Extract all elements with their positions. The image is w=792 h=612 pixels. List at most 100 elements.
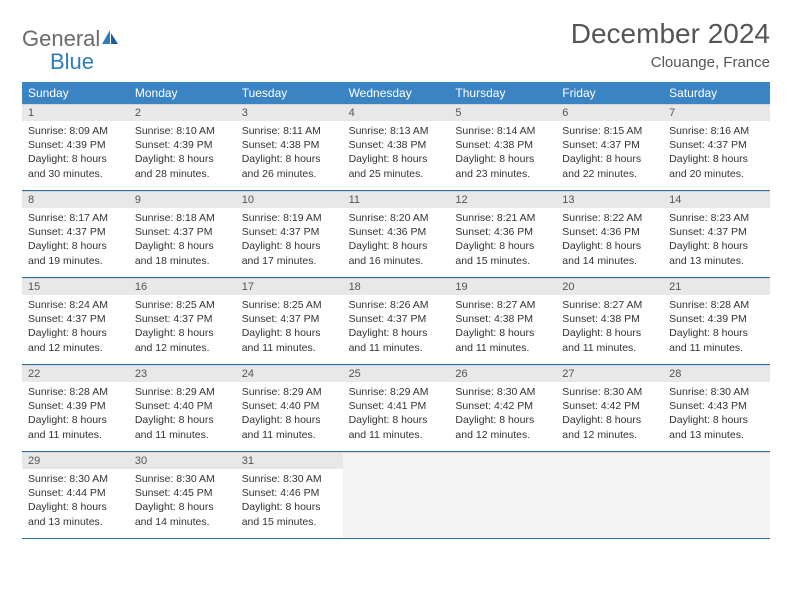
location-label: Clouange, France	[571, 54, 770, 71]
day-body: Sunrise: 8:19 AMSunset: 4:37 PMDaylight:…	[236, 208, 343, 274]
weekday-label: Tuesday	[236, 82, 343, 104]
day-cell: 9Sunrise: 8:18 AMSunset: 4:37 PMDaylight…	[129, 191, 236, 277]
sunrise-text: Sunrise: 8:22 AM	[562, 211, 657, 225]
daylight-text: Daylight: 8 hours and 11 minutes.	[349, 413, 444, 441]
sunrise-text: Sunrise: 8:30 AM	[669, 385, 764, 399]
day-cell: 30Sunrise: 8:30 AMSunset: 4:45 PMDayligh…	[129, 452, 236, 538]
daylight-text: Daylight: 8 hours and 11 minutes.	[455, 326, 550, 354]
sunrise-text: Sunrise: 8:30 AM	[455, 385, 550, 399]
day-number: 23	[129, 365, 236, 382]
day-cell: 7Sunrise: 8:16 AMSunset: 4:37 PMDaylight…	[663, 104, 770, 190]
logo-word-blue: Blue	[22, 49, 94, 74]
sunset-text: Sunset: 4:40 PM	[242, 399, 337, 413]
sunrise-text: Sunrise: 8:27 AM	[455, 298, 550, 312]
sunset-text: Sunset: 4:37 PM	[135, 312, 230, 326]
sunset-text: Sunset: 4:37 PM	[669, 138, 764, 152]
daylight-text: Daylight: 8 hours and 14 minutes.	[562, 239, 657, 267]
day-body: Sunrise: 8:09 AMSunset: 4:39 PMDaylight:…	[22, 121, 129, 187]
day-cell: 21Sunrise: 8:28 AMSunset: 4:39 PMDayligh…	[663, 278, 770, 364]
day-cell: 5Sunrise: 8:14 AMSunset: 4:38 PMDaylight…	[449, 104, 556, 190]
day-number: 22	[22, 365, 129, 382]
day-number: 28	[663, 365, 770, 382]
daylight-text: Daylight: 8 hours and 11 minutes.	[135, 413, 230, 441]
daylight-text: Daylight: 8 hours and 11 minutes.	[242, 413, 337, 441]
day-cell: 11Sunrise: 8:20 AMSunset: 4:36 PMDayligh…	[343, 191, 450, 277]
day-number: 30	[129, 452, 236, 469]
daylight-text: Daylight: 8 hours and 15 minutes.	[242, 500, 337, 528]
day-cell	[449, 452, 556, 538]
day-body: Sunrise: 8:20 AMSunset: 4:36 PMDaylight:…	[343, 208, 450, 274]
sunrise-text: Sunrise: 8:29 AM	[135, 385, 230, 399]
sunset-text: Sunset: 4:37 PM	[135, 225, 230, 239]
day-cell: 29Sunrise: 8:30 AMSunset: 4:44 PMDayligh…	[22, 452, 129, 538]
day-body: Sunrise: 8:30 AMSunset: 4:44 PMDaylight:…	[22, 469, 129, 535]
day-cell: 31Sunrise: 8:30 AMSunset: 4:46 PMDayligh…	[236, 452, 343, 538]
day-cell: 4Sunrise: 8:13 AMSunset: 4:38 PMDaylight…	[343, 104, 450, 190]
logo-word-general: General	[22, 26, 100, 51]
week-row: 8Sunrise: 8:17 AMSunset: 4:37 PMDaylight…	[22, 191, 770, 278]
day-number: 20	[556, 278, 663, 295]
day-cell: 3Sunrise: 8:11 AMSunset: 4:38 PMDaylight…	[236, 104, 343, 190]
day-number: 12	[449, 191, 556, 208]
daylight-text: Daylight: 8 hours and 11 minutes.	[349, 326, 444, 354]
daylight-text: Daylight: 8 hours and 12 minutes.	[135, 326, 230, 354]
day-body: Sunrise: 8:29 AMSunset: 4:41 PMDaylight:…	[343, 382, 450, 448]
day-body: Sunrise: 8:18 AMSunset: 4:37 PMDaylight:…	[129, 208, 236, 274]
sunset-text: Sunset: 4:38 PM	[242, 138, 337, 152]
sunrise-text: Sunrise: 8:28 AM	[669, 298, 764, 312]
day-number: 17	[236, 278, 343, 295]
daylight-text: Daylight: 8 hours and 12 minutes.	[455, 413, 550, 441]
brand-logo: General Blue	[22, 18, 120, 74]
weekday-label: Monday	[129, 82, 236, 104]
day-number: 19	[449, 278, 556, 295]
day-body: Sunrise: 8:30 AMSunset: 4:42 PMDaylight:…	[449, 382, 556, 448]
sunrise-text: Sunrise: 8:20 AM	[349, 211, 444, 225]
daylight-text: Daylight: 8 hours and 25 minutes.	[349, 152, 444, 180]
sunset-text: Sunset: 4:37 PM	[28, 312, 123, 326]
weekday-label: Wednesday	[343, 82, 450, 104]
day-body: Sunrise: 8:21 AMSunset: 4:36 PMDaylight:…	[449, 208, 556, 274]
sunset-text: Sunset: 4:44 PM	[28, 486, 123, 500]
sunset-text: Sunset: 4:42 PM	[455, 399, 550, 413]
sunrise-text: Sunrise: 8:30 AM	[562, 385, 657, 399]
sunrise-text: Sunrise: 8:10 AM	[135, 124, 230, 138]
daylight-text: Daylight: 8 hours and 11 minutes.	[242, 326, 337, 354]
day-body: Sunrise: 8:16 AMSunset: 4:37 PMDaylight:…	[663, 121, 770, 187]
sunset-text: Sunset: 4:39 PM	[135, 138, 230, 152]
day-cell: 17Sunrise: 8:25 AMSunset: 4:37 PMDayligh…	[236, 278, 343, 364]
day-number: 11	[343, 191, 450, 208]
sunrise-text: Sunrise: 8:30 AM	[242, 472, 337, 486]
day-cell: 20Sunrise: 8:27 AMSunset: 4:38 PMDayligh…	[556, 278, 663, 364]
sunset-text: Sunset: 4:37 PM	[562, 138, 657, 152]
day-number: 27	[556, 365, 663, 382]
week-row: 29Sunrise: 8:30 AMSunset: 4:44 PMDayligh…	[22, 452, 770, 539]
weeks-container: 1Sunrise: 8:09 AMSunset: 4:39 PMDaylight…	[22, 104, 770, 539]
day-body: Sunrise: 8:23 AMSunset: 4:37 PMDaylight:…	[663, 208, 770, 274]
week-row: 15Sunrise: 8:24 AMSunset: 4:37 PMDayligh…	[22, 278, 770, 365]
sunset-text: Sunset: 4:43 PM	[669, 399, 764, 413]
sunset-text: Sunset: 4:37 PM	[242, 225, 337, 239]
day-number: 26	[449, 365, 556, 382]
day-body: Sunrise: 8:29 AMSunset: 4:40 PMDaylight:…	[129, 382, 236, 448]
daylight-text: Daylight: 8 hours and 30 minutes.	[28, 152, 123, 180]
sunrise-text: Sunrise: 8:18 AM	[135, 211, 230, 225]
day-number: 3	[236, 104, 343, 121]
sunrise-text: Sunrise: 8:14 AM	[455, 124, 550, 138]
page-header: General Blue December 2024 Clouange, Fra…	[22, 18, 770, 74]
day-body: Sunrise: 8:22 AMSunset: 4:36 PMDaylight:…	[556, 208, 663, 274]
sunrise-text: Sunrise: 8:09 AM	[28, 124, 123, 138]
sunset-text: Sunset: 4:36 PM	[455, 225, 550, 239]
daylight-text: Daylight: 8 hours and 15 minutes.	[455, 239, 550, 267]
daylight-text: Daylight: 8 hours and 18 minutes.	[135, 239, 230, 267]
day-cell: 15Sunrise: 8:24 AMSunset: 4:37 PMDayligh…	[22, 278, 129, 364]
day-cell: 10Sunrise: 8:19 AMSunset: 4:37 PMDayligh…	[236, 191, 343, 277]
day-cell	[556, 452, 663, 538]
day-number: 18	[343, 278, 450, 295]
day-number: 14	[663, 191, 770, 208]
day-cell	[343, 452, 450, 538]
daylight-text: Daylight: 8 hours and 11 minutes.	[28, 413, 123, 441]
day-body: Sunrise: 8:30 AMSunset: 4:46 PMDaylight:…	[236, 469, 343, 535]
sunrise-text: Sunrise: 8:15 AM	[562, 124, 657, 138]
sunset-text: Sunset: 4:37 PM	[669, 225, 764, 239]
daylight-text: Daylight: 8 hours and 12 minutes.	[28, 326, 123, 354]
